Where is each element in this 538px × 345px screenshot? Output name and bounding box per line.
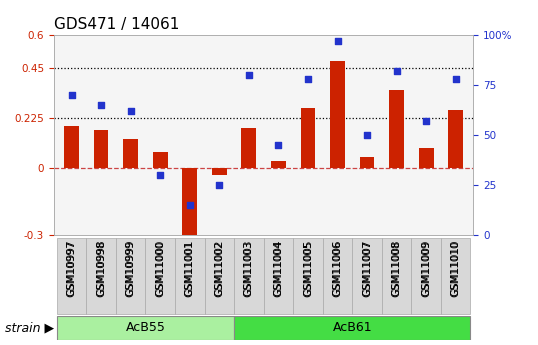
Point bbox=[274, 142, 282, 147]
Point bbox=[156, 172, 165, 177]
Point bbox=[186, 202, 194, 207]
Text: GSM11007: GSM11007 bbox=[362, 239, 372, 296]
Text: GSM11008: GSM11008 bbox=[392, 239, 401, 296]
Bar bbox=[389, 90, 404, 168]
Text: GSM11006: GSM11006 bbox=[332, 239, 343, 296]
Bar bbox=[212, 168, 226, 175]
FancyBboxPatch shape bbox=[382, 238, 412, 314]
Text: GSM11008: GSM11008 bbox=[392, 240, 401, 297]
FancyBboxPatch shape bbox=[234, 238, 264, 314]
Text: GSM11010: GSM11010 bbox=[451, 239, 461, 296]
Bar bbox=[271, 161, 286, 168]
Text: GSM11003: GSM11003 bbox=[244, 240, 254, 297]
Point bbox=[215, 182, 224, 187]
Text: GSM11003: GSM11003 bbox=[244, 239, 254, 296]
FancyBboxPatch shape bbox=[175, 238, 204, 314]
Point bbox=[363, 132, 371, 137]
Point bbox=[67, 92, 76, 97]
Bar bbox=[182, 168, 197, 250]
Point bbox=[392, 68, 401, 73]
FancyBboxPatch shape bbox=[323, 238, 352, 314]
Point bbox=[333, 38, 342, 43]
Bar bbox=[360, 157, 374, 168]
Text: GSM11004: GSM11004 bbox=[273, 239, 284, 296]
Bar bbox=[301, 108, 315, 168]
Text: GSM11005: GSM11005 bbox=[303, 239, 313, 296]
Bar bbox=[419, 148, 434, 168]
Point bbox=[451, 76, 460, 81]
Bar bbox=[94, 130, 109, 168]
Text: GSM11001: GSM11001 bbox=[185, 239, 195, 296]
Text: GSM11004: GSM11004 bbox=[273, 240, 284, 297]
FancyBboxPatch shape bbox=[264, 238, 293, 314]
Text: GSM11007: GSM11007 bbox=[362, 240, 372, 297]
Bar bbox=[330, 61, 345, 168]
Bar bbox=[123, 139, 138, 168]
Text: GSM11001: GSM11001 bbox=[185, 240, 195, 297]
FancyBboxPatch shape bbox=[412, 238, 441, 314]
FancyBboxPatch shape bbox=[116, 238, 145, 314]
FancyBboxPatch shape bbox=[56, 316, 234, 340]
FancyBboxPatch shape bbox=[86, 238, 116, 314]
Point bbox=[245, 72, 253, 77]
Text: GSM10997: GSM10997 bbox=[67, 239, 76, 296]
Text: GSM11006: GSM11006 bbox=[332, 240, 343, 297]
Bar bbox=[153, 152, 167, 168]
Point bbox=[126, 108, 135, 113]
Text: GSM11009: GSM11009 bbox=[421, 239, 431, 296]
FancyBboxPatch shape bbox=[56, 238, 86, 314]
Text: GSM11010: GSM11010 bbox=[451, 240, 461, 297]
Text: GSM11009: GSM11009 bbox=[421, 240, 431, 297]
Text: GDS471 / 14061: GDS471 / 14061 bbox=[54, 17, 179, 32]
Text: AcB61: AcB61 bbox=[332, 321, 372, 334]
FancyBboxPatch shape bbox=[293, 238, 323, 314]
Bar bbox=[64, 126, 79, 168]
Bar bbox=[242, 128, 256, 168]
Text: GSM10999: GSM10999 bbox=[126, 240, 136, 297]
Text: GSM11000: GSM11000 bbox=[155, 239, 165, 296]
Text: GSM10998: GSM10998 bbox=[96, 239, 106, 296]
FancyBboxPatch shape bbox=[234, 316, 471, 340]
Text: AcB55: AcB55 bbox=[125, 321, 165, 334]
Bar bbox=[448, 110, 463, 168]
Text: strain ▶: strain ▶ bbox=[5, 321, 54, 334]
Point bbox=[422, 118, 430, 123]
Point bbox=[303, 76, 312, 81]
FancyBboxPatch shape bbox=[352, 238, 382, 314]
Text: GSM11005: GSM11005 bbox=[303, 240, 313, 297]
FancyBboxPatch shape bbox=[204, 238, 234, 314]
Text: GSM11002: GSM11002 bbox=[214, 240, 224, 297]
Text: GSM11000: GSM11000 bbox=[155, 240, 165, 297]
Text: GSM10999: GSM10999 bbox=[126, 239, 136, 296]
Text: GSM10998: GSM10998 bbox=[96, 240, 106, 297]
Text: GSM10997: GSM10997 bbox=[67, 240, 76, 297]
Text: GSM11002: GSM11002 bbox=[214, 239, 224, 296]
Point bbox=[97, 102, 105, 107]
FancyBboxPatch shape bbox=[441, 238, 471, 314]
FancyBboxPatch shape bbox=[145, 238, 175, 314]
